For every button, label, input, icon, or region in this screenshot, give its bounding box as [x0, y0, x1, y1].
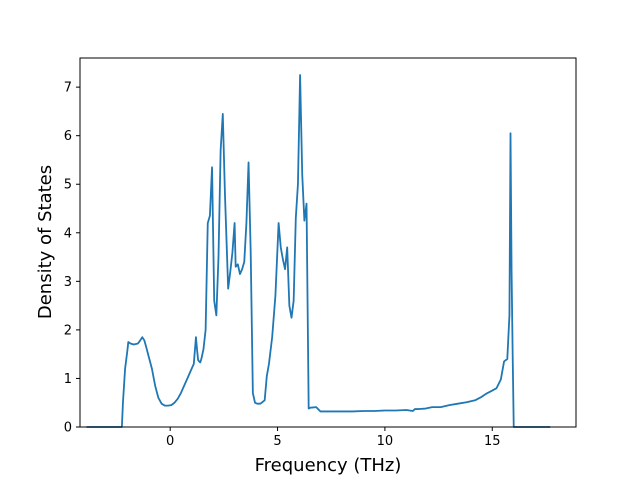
x-tick-label: 10: [377, 434, 394, 449]
y-tick-label: 6: [64, 129, 72, 144]
dos-series-line-0: [86, 74, 551, 428]
y-axis-label: Density of States: [35, 165, 56, 319]
y-tick-label: 5: [64, 178, 72, 193]
y-tick-label: 7: [64, 81, 72, 96]
y-tick-label: 3: [64, 275, 72, 290]
y-tick-label: 4: [64, 226, 72, 241]
y-tick-label: 2: [64, 323, 72, 338]
x-tick-label: 0: [166, 434, 174, 449]
y-tick-label: 1: [64, 372, 72, 387]
y-tick-label: 0: [64, 421, 72, 436]
axes-frame: [79, 57, 577, 428]
x-tick-label: 5: [273, 434, 281, 449]
x-axis-label: Frequency (THz): [255, 455, 402, 476]
x-tick-label: 15: [484, 434, 501, 449]
